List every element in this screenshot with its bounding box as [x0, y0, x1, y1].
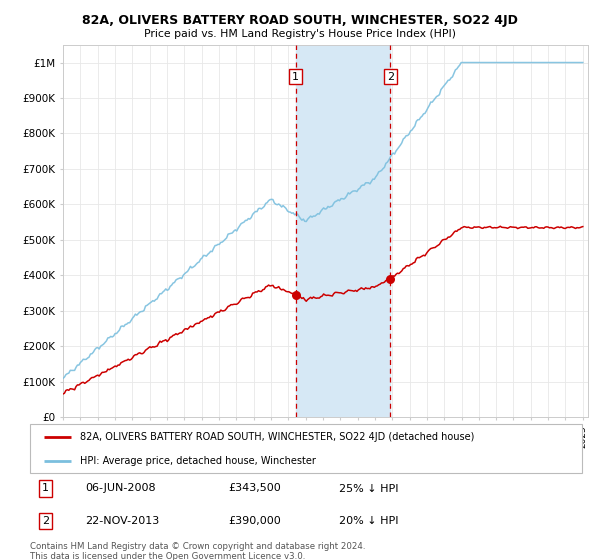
Text: 82A, OLIVERS BATTERY ROAD SOUTH, WINCHESTER, SO22 4JD (detached house): 82A, OLIVERS BATTERY ROAD SOUTH, WINCHES… — [80, 432, 474, 442]
Text: £390,000: £390,000 — [229, 516, 281, 526]
Text: Price paid vs. HM Land Registry's House Price Index (HPI): Price paid vs. HM Land Registry's House … — [144, 29, 456, 39]
Text: 22-NOV-2013: 22-NOV-2013 — [85, 516, 160, 526]
Text: 20% ↓ HPI: 20% ↓ HPI — [339, 516, 398, 526]
Text: 2: 2 — [42, 516, 49, 526]
Text: 06-JUN-2008: 06-JUN-2008 — [85, 483, 156, 493]
Text: Contains HM Land Registry data © Crown copyright and database right 2024.
This d: Contains HM Land Registry data © Crown c… — [30, 542, 365, 560]
Bar — [296, 45, 391, 417]
Text: 2: 2 — [387, 72, 394, 82]
Text: HPI: Average price, detached house, Winchester: HPI: Average price, detached house, Winc… — [80, 456, 316, 466]
Text: 82A, OLIVERS BATTERY ROAD SOUTH, WINCHESTER, SO22 4JD: 82A, OLIVERS BATTERY ROAD SOUTH, WINCHES… — [82, 14, 518, 27]
Text: 1: 1 — [292, 72, 299, 82]
Text: £343,500: £343,500 — [229, 483, 281, 493]
FancyBboxPatch shape — [30, 424, 582, 473]
Text: 25% ↓ HPI: 25% ↓ HPI — [339, 483, 398, 493]
Text: 1: 1 — [42, 483, 49, 493]
